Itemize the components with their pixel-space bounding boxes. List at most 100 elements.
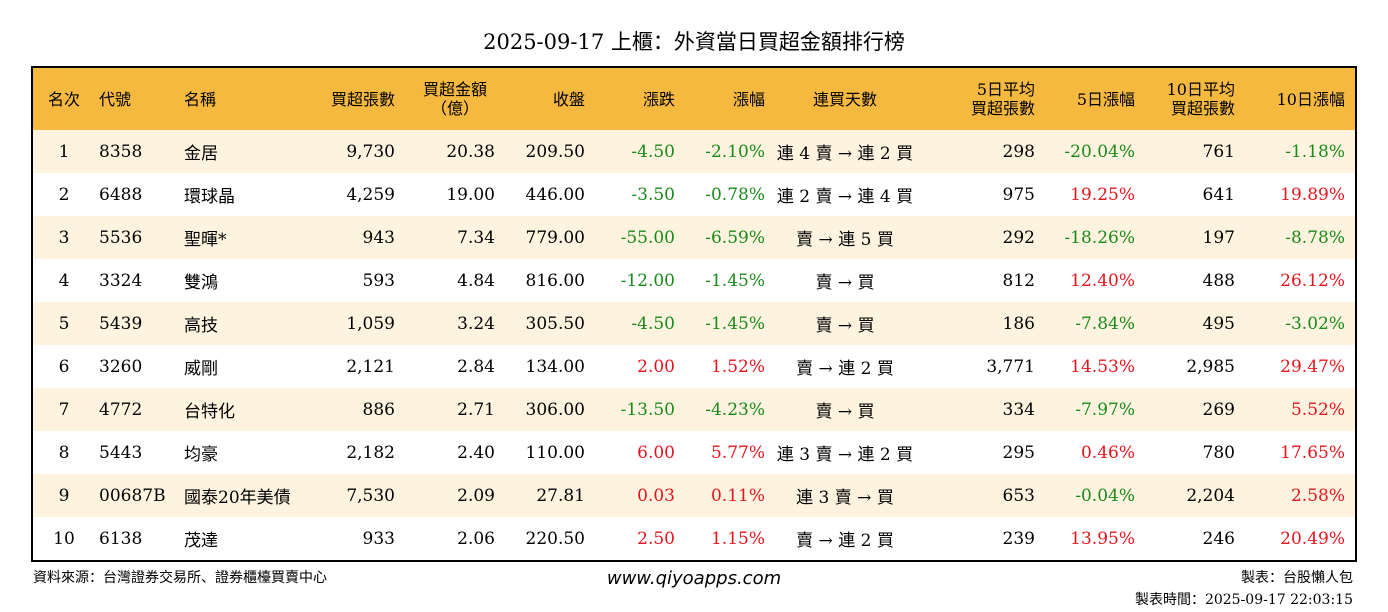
header-amount-line1: 買超金額: [422, 80, 487, 99]
cell-avg10: 495: [1145, 302, 1245, 345]
cell-pct10: -8.78%: [1245, 216, 1355, 259]
cell-rank: 9: [33, 474, 95, 517]
cell-amount: 19.00: [405, 173, 505, 216]
cell-avg10: 780: [1145, 431, 1245, 474]
cell-pct10: 20.49%: [1245, 517, 1355, 560]
cell-rank: 4: [33, 259, 95, 302]
cell-close: 220.50: [505, 517, 595, 560]
cell-shares: 4,259: [310, 173, 405, 216]
cell-pct: 1.52%: [685, 345, 775, 388]
cell-pct5: -0.04%: [1045, 474, 1145, 517]
cell-pct5: 14.53%: [1045, 345, 1145, 388]
cell-days: 連 3 賣 → 買: [775, 474, 915, 517]
website-link[interactable]: www.qiyoapps.com: [606, 568, 782, 589]
cell-avg10: 488: [1145, 259, 1245, 302]
header-avg10-line2: 買超張數: [1170, 99, 1235, 118]
cell-shares: 886: [310, 388, 405, 431]
page-title: 2025-09-17 上櫃：外資當日買超金額排行榜: [483, 30, 905, 54]
cell-rank: 2: [33, 173, 95, 216]
cell-pct: -2.10%: [685, 130, 775, 173]
table-row: 8 5443 均豪 2,182 2.40 110.00 6.00 5.77% 連 3 賣 → 連…: [33, 431, 1355, 474]
table-row: 5 5439 高技 1,059 3.24 305.50 -4.50 -1.45% 賣 → 買 18…: [33, 302, 1355, 345]
source-note: 資料來源：台灣證券交易所、證券櫃檯買賣中心: [33, 570, 327, 586]
cell-code: 3260: [95, 345, 180, 388]
cell-close: 209.50: [505, 130, 595, 173]
cell-rank: 8: [33, 431, 95, 474]
cell-avg5: 239: [915, 517, 1045, 560]
cell-close: 305.50: [505, 302, 595, 345]
cell-shares: 593: [310, 259, 405, 302]
cell-name: 環球晶: [180, 173, 310, 216]
cell-amount: 7.34: [405, 216, 505, 259]
cell-code: 6138: [95, 517, 180, 560]
cell-pct10: 17.65%: [1245, 431, 1355, 474]
cell-change: 2.50: [595, 517, 685, 560]
cell-days: 賣 → 連 5 買: [775, 216, 915, 259]
cell-avg5: 292: [915, 216, 1045, 259]
cell-pct5: -7.84%: [1045, 302, 1145, 345]
cell-code: 4772: [95, 388, 180, 431]
cell-name: 國泰20年美債: [180, 474, 310, 517]
table-row: 4 3324 雙鴻 593 4.84 816.00 -12.00 -1.45% 賣 → 買 812…: [33, 259, 1355, 302]
cell-avg5: 975: [915, 173, 1045, 216]
cell-avg10: 246: [1145, 517, 1245, 560]
cell-pct: -6.59%: [685, 216, 775, 259]
cell-shares: 2,121: [310, 345, 405, 388]
header-rank: 名次: [33, 68, 95, 130]
cell-amount: 4.84: [405, 259, 505, 302]
author-note: 製表：台股懶人包: [1241, 570, 1353, 586]
cell-rank: 1: [33, 130, 95, 173]
cell-days: 賣 → 連 2 買: [775, 345, 915, 388]
cell-name: 威剛: [180, 345, 310, 388]
cell-days: 連 3 賣 → 連 2 買: [775, 431, 915, 474]
cell-days: 賣 → 連 2 買: [775, 517, 915, 560]
cell-change: 0.03: [595, 474, 685, 517]
cell-rank: 5: [33, 302, 95, 345]
header-avg10-line1: 10日平均: [1166, 80, 1235, 99]
made-time: 製表時間：2025-09-17 22:03:15: [1134, 592, 1353, 608]
table-row: 7 4772 台特化 886 2.71 306.00 -13.50 -4.23% 賣 → 買 33…: [33, 388, 1355, 431]
cell-amount: 2.40: [405, 431, 505, 474]
cell-pct: 5.77%: [685, 431, 775, 474]
cell-days: 賣 → 買: [775, 259, 915, 302]
cell-avg5: 186: [915, 302, 1045, 345]
header-code: 代號: [95, 68, 180, 130]
cell-name: 台特化: [180, 388, 310, 431]
header-name: 名稱: [180, 68, 310, 130]
table-row: 2 6488 環球晶 4,259 19.00 446.00 -3.50 -0.78% 連 2 賣…: [33, 173, 1355, 216]
cell-name: 茂達: [180, 517, 310, 560]
cell-pct10: -1.18%: [1245, 130, 1355, 173]
cell-rank: 7: [33, 388, 95, 431]
cell-pct10: 2.58%: [1245, 474, 1355, 517]
cell-pct10: 29.47%: [1245, 345, 1355, 388]
cell-close: 816.00: [505, 259, 595, 302]
cell-code: 8358: [95, 130, 180, 173]
cell-avg5: 334: [915, 388, 1045, 431]
cell-pct: 1.15%: [685, 517, 775, 560]
cell-avg10: 2,985: [1145, 345, 1245, 388]
cell-change: -55.00: [595, 216, 685, 259]
cell-amount: 2.09: [405, 474, 505, 517]
cell-avg5: 298: [915, 130, 1045, 173]
cell-change: -3.50: [595, 173, 685, 216]
cell-close: 110.00: [505, 431, 595, 474]
cell-avg10: 197: [1145, 216, 1245, 259]
cell-code: 5439: [95, 302, 180, 345]
cell-shares: 1,059: [310, 302, 405, 345]
cell-change: -12.00: [595, 259, 685, 302]
header-days: 連買天數: [775, 68, 915, 130]
cell-pct10: 5.52%: [1245, 388, 1355, 431]
cell-code: 5536: [95, 216, 180, 259]
cell-days: 賣 → 買: [775, 302, 915, 345]
cell-amount: 2.06: [405, 517, 505, 560]
header-amount: 買超金額 （億）: [405, 68, 505, 130]
cell-pct10: 19.89%: [1245, 173, 1355, 216]
cell-avg5: 653: [915, 474, 1045, 517]
cell-pct5: -18.26%: [1045, 216, 1145, 259]
cell-shares: 933: [310, 517, 405, 560]
cell-close: 134.00: [505, 345, 595, 388]
cell-code: 5443: [95, 431, 180, 474]
cell-pct5: -7.97%: [1045, 388, 1145, 431]
cell-name: 金居: [180, 130, 310, 173]
